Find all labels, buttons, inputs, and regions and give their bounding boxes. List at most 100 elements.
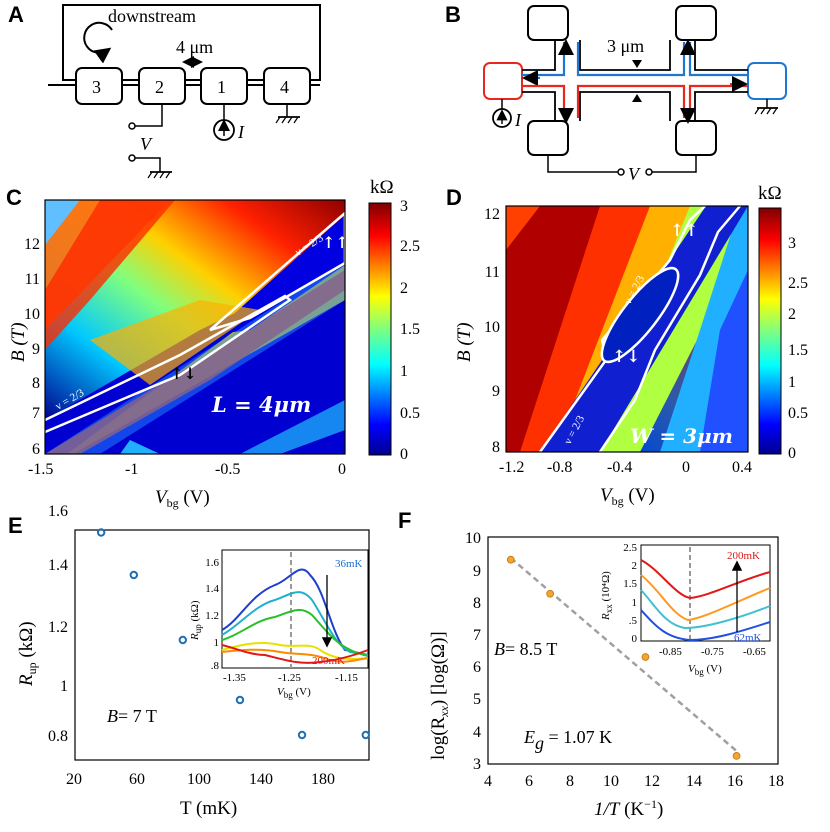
inset-f-curve-3 (640, 589, 771, 630)
inset-e-ytick-1: 1 (214, 637, 220, 649)
plot-e-xtick-0: 20 (66, 771, 82, 788)
map-c-up-down-arrows-icon: ↑↓ (170, 364, 197, 383)
colorbar-c-unit: kΩ (370, 177, 394, 198)
plot-f-point (546, 589, 555, 598)
plot-f-ytick-2: 5 (473, 691, 481, 708)
map-c-bottom-corner (120, 440, 160, 454)
map-c-frame (44, 199, 346, 455)
inset-e-xlabel: Vbg (V) (277, 686, 311, 700)
voltage-ground-lead (135, 157, 161, 172)
b-current-symbol: I (514, 110, 522, 130)
inset-f-ytick-4: 2 (632, 560, 638, 572)
colorbar-d-ticks: 0 0.5 1 1.5 2 2.5 3 (788, 235, 808, 462)
plot-e-ytick-2: 1.2 (48, 619, 68, 636)
source-contact (483, 62, 523, 100)
panel-f-letter: F (398, 508, 411, 533)
map-c-length-label: L = 4μm (211, 392, 311, 417)
inset-e-curve-3 (221, 608, 369, 657)
colorbar-c (368, 202, 392, 456)
plot-f-xtick-1: 6 (525, 773, 533, 790)
map-d-xlabel: Vbg (V) (600, 485, 655, 508)
map-d-corner (506, 206, 540, 250)
plot-f-ytick-6: 9 (473, 563, 481, 580)
panel-a-letter: A (8, 2, 24, 27)
map-d-ytick-0: 8 (492, 439, 500, 456)
map-c-ytick-5: 11 (25, 271, 40, 288)
panel-d: D ν = 2/3 ν = 2/3 ↑↑ ↑↓ W = 3μm -1.2 -0.… (446, 183, 808, 508)
plot-e-points (96, 528, 370, 740)
contact-1-label: 1 (217, 77, 226, 97)
inset-f-xtick-0: -0.85 (659, 646, 682, 658)
spacing-label: 4 μm (176, 37, 213, 57)
panel-f: F B= 8.5 T Eg = 1.07 K 4 6 8 10 12 14 16… (398, 508, 784, 820)
plot-e-point (297, 730, 307, 740)
cbar-d-tick-6: 3 (788, 235, 796, 252)
inset-e-label-cold: 36mK (335, 558, 363, 570)
inset-f-ytick-0: 0 (632, 633, 638, 645)
panel-d-letter: D (446, 185, 462, 210)
inset-e-curve-200mk (221, 644, 369, 664)
plot-f-xtick-6: 16 (727, 773, 743, 790)
map-d-contour-right (598, 205, 741, 453)
plot-e-field-label: B= 7 T (107, 706, 157, 726)
map-d-ytick-1: 9 (492, 383, 500, 400)
b-voltage-lead-right (652, 155, 697, 173)
drain-contact (747, 62, 787, 100)
red-edge-channel (522, 84, 748, 118)
plot-e-point (129, 570, 139, 580)
map-d-ytick-4: 12 (484, 206, 500, 223)
voltage-terminal-bottom (128, 154, 136, 162)
inset-e-curve-5 (221, 648, 369, 663)
map-c-ylabel: B (T) (8, 322, 29, 362)
map-d-red-band (520, 206, 660, 452)
colorbar-d (758, 207, 782, 455)
cbar-c-tick-0: 0 (400, 446, 408, 463)
panel-b-letter: B (445, 2, 461, 27)
plot-f-yticks: 3 4 5 6 7 8 9 10 (465, 530, 481, 773)
width-label: 3 μm (607, 36, 644, 56)
map-c-orange-region (90, 300, 260, 385)
cbar-c-tick-5: 2.5 (400, 238, 420, 255)
hallbar-bottom-edge (522, 91, 748, 121)
inset-f-xlabel: Vbg (V) (688, 663, 722, 677)
map-c-ytick-4: 10 (24, 306, 40, 323)
plot-e-ytick-0: 0.8 (48, 728, 68, 745)
plot-e-point (235, 695, 245, 705)
map-d-width-label: W = 3μm (630, 424, 733, 448)
map-d-contour-loop (600, 266, 680, 364)
map-c-nu-contour-lower (44, 294, 293, 434)
contact-bottom-left (527, 120, 569, 156)
inset-f-curve-200mk (640, 559, 771, 600)
map-c-xtick-3: 0 (338, 461, 346, 478)
plot-f-xtick-3: 10 (603, 773, 619, 790)
plot-f-inset: 200mK 62mK 0 .5 1 1.5 2 2.5 -0.85 -0.75 … (600, 542, 771, 677)
plot-f-field-label: B= 8.5 T (494, 639, 557, 659)
panel-c-letter: C (6, 185, 22, 210)
plot-e-point (178, 635, 188, 645)
inset-e-curve-36mk (221, 568, 369, 656)
voltage-symbol: V (140, 134, 153, 154)
map-d-up-down-arrows-icon: ↑↓ (612, 347, 641, 367)
plot-e-xlabel: T (mK) (180, 798, 237, 819)
map-d-right-blue (700, 270, 748, 452)
b-voltage-lead-left (547, 155, 618, 173)
map-c-ytick-6: 12 (24, 236, 40, 253)
inset-f-ytick-1: .5 (629, 615, 638, 627)
plot-f-xtick-4: 12 (644, 773, 660, 790)
map-c-corner-cyan (45, 200, 80, 245)
map-c-bottom-band (240, 400, 345, 454)
cbar-c-tick-1: 0.5 (400, 405, 420, 422)
plot-f-ytick-1: 4 (473, 724, 481, 741)
plot-f-ytick-4: 7 (473, 627, 481, 644)
cbar-d-tick-3: 1.5 (788, 342, 808, 359)
voltage-lead (134, 104, 163, 127)
colorbar-c-ticks: 0 0.5 1 1.5 2 2.5 3 (400, 198, 420, 463)
inset-e-curve-2 (221, 591, 369, 656)
plot-f-xtick-5: 14 (686, 773, 702, 790)
contact-3-label: 3 (92, 77, 101, 97)
map-d-ytick-3: 11 (485, 264, 500, 281)
map-c-ytick-1: 7 (32, 405, 40, 422)
b-voltage-symbol: V (628, 164, 641, 184)
map-c-xtick-1: -1 (125, 461, 138, 478)
panel-e: E B= 7 T 20 60 100 140 180 0.8 1 1.2 1.4… (8, 503, 370, 819)
